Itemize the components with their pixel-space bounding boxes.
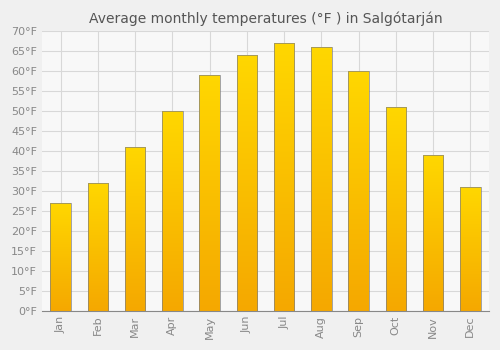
Bar: [88, 183, 108, 311]
Bar: [311, 47, 332, 311]
Bar: [386, 107, 406, 311]
Bar: [423, 155, 444, 311]
Bar: [274, 43, 294, 311]
Bar: [200, 75, 220, 311]
Bar: [460, 187, 480, 311]
Bar: [236, 55, 257, 311]
Bar: [162, 111, 182, 311]
Title: Average monthly temperatures (°F ) in Salgótarján: Average monthly temperatures (°F ) in Sa…: [88, 11, 442, 26]
Bar: [50, 203, 71, 311]
Bar: [125, 147, 146, 311]
Bar: [348, 71, 369, 311]
